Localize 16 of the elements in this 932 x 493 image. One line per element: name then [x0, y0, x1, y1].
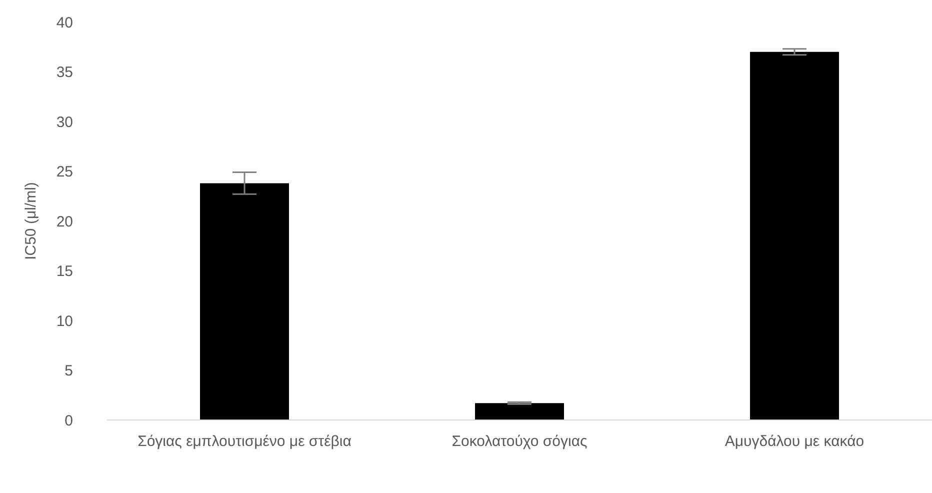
y-tick-label: 30 [56, 114, 73, 131]
x-tick-label: Σόγιας εμπλουτισμένο με στέβια [138, 433, 352, 450]
bar [475, 403, 564, 420]
y-tick-label: 15 [56, 263, 73, 280]
y-axis-title: IC50 (μl/ml) [22, 182, 40, 260]
bar [200, 183, 289, 420]
y-tick-label: 40 [56, 14, 73, 32]
x-tick-label: Αμυγδάλου με κακάο [724, 433, 864, 450]
bar [750, 52, 839, 420]
y-tick-label: 35 [56, 64, 73, 82]
y-tick-label: 20 [56, 213, 73, 230]
y-tick-label: 25 [56, 164, 73, 181]
x-tick-label: Σοκολατούχο σόγιας [452, 433, 588, 450]
y-tick-label: 5 [64, 362, 73, 380]
y-tick-label: 0 [64, 412, 73, 430]
y-tick-label: 10 [56, 312, 73, 330]
